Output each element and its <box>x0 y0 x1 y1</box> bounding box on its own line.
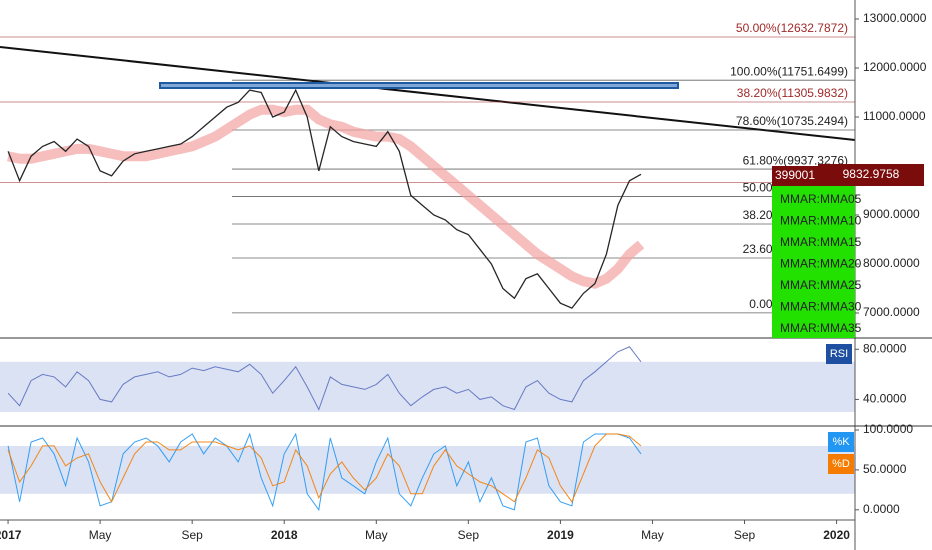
x-tick-label: 2020 <box>823 528 850 542</box>
legend-box <box>826 344 852 364</box>
fib-label: 78.60%(10735.2494) <box>736 114 848 128</box>
y-tick-label: 40.0000 <box>863 392 907 406</box>
series-line <box>7 104 645 289</box>
indicator-label: MMAR:MMA20 <box>780 257 862 271</box>
series-line <box>7 432 642 512</box>
symbol: 399001 <box>775 168 815 182</box>
series-line <box>7 88 642 309</box>
y-tick-label: 7000.0000 <box>863 305 920 319</box>
indicator-label: MMAR:MMA15 <box>780 235 862 249</box>
indicator-label: MMAR:MMA35 <box>780 321 862 335</box>
x-tick-label: Sep <box>458 528 480 542</box>
y-tick-label: 80.0000 <box>863 341 907 355</box>
legend-label: RSI <box>830 348 848 360</box>
x-tick-label: May <box>641 528 664 542</box>
fib-label: 61.80%(9937.3276) <box>743 153 848 167</box>
indicator-box <box>772 186 855 338</box>
x-tick-label: 2017 <box>0 528 22 542</box>
series-line <box>7 346 642 411</box>
x-tick-label: 2019 <box>547 528 574 542</box>
legend-label: %D <box>832 458 850 470</box>
y-tick-label: 100.0000 <box>863 422 913 436</box>
x-tick-label: 2018 <box>271 528 298 542</box>
y-tick-label: 9000.0000 <box>863 207 920 221</box>
band <box>0 361 855 412</box>
x-tick-label: May <box>89 528 112 542</box>
y-tick-label: 13000.0000 <box>863 11 927 25</box>
plot: 50.00%(12632.7872) 100.00%(11751.6499) 38.… <box>0 21 855 512</box>
fib-label: 100.00%(11751.6499) <box>730 64 848 78</box>
last-price: 9832.9758 <box>843 167 900 181</box>
trend-line <box>0 46 856 141</box>
x-tick-label: Sep <box>181 528 203 542</box>
indicator-label: MMAR:MMA30 <box>780 300 862 314</box>
indicator-label: MMAR:MMA05 <box>780 192 862 206</box>
y-tick-label: 50.0000 <box>863 462 907 476</box>
resistance-box <box>159 82 679 89</box>
fib-label: 50.00%(12632.7872) <box>736 21 848 35</box>
y-tick-label: 11000.0000 <box>863 109 926 123</box>
indicator-label: MMAR:MMA10 <box>780 214 862 228</box>
fib-label: 38.20%(11305.9832) <box>737 86 848 100</box>
x-tick-label: May <box>365 528 388 542</box>
legend-box <box>828 432 854 452</box>
x-tick-label: Sep <box>734 528 756 542</box>
legend-box <box>828 454 854 474</box>
indicator-label: MMAR:MMA25 <box>780 278 862 292</box>
legend-label: %K <box>832 436 850 448</box>
band <box>0 445 855 494</box>
y-tick-label: 0.0000 <box>863 502 900 516</box>
y-tick-label: 12000.0000 <box>863 60 927 74</box>
symbol-box <box>772 166 818 186</box>
y-tick-label: 8000.0000 <box>863 256 920 270</box>
series-line <box>7 433 642 503</box>
price-box <box>818 164 924 186</box>
